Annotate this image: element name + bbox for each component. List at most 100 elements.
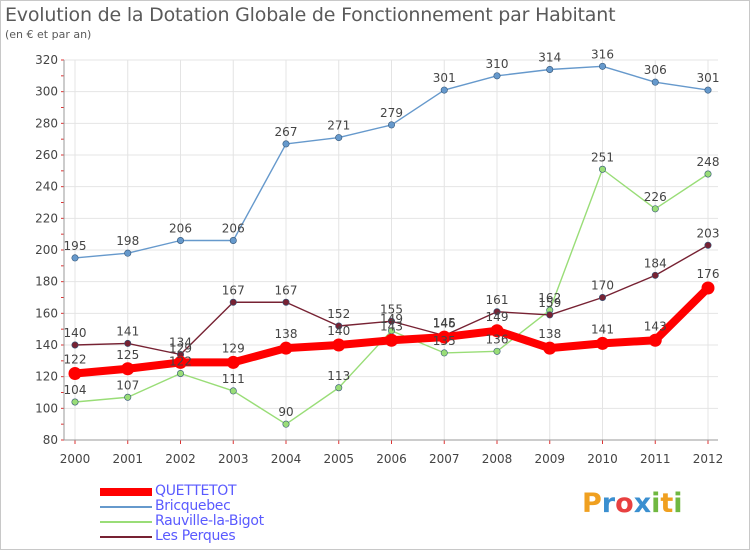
- y-tick-label: 240: [35, 180, 58, 194]
- x-tick-label: 2004: [271, 452, 302, 466]
- data-label-les-perques: 134: [169, 336, 192, 350]
- data-label-quettetot: 138: [538, 327, 561, 341]
- data-point-les-perques: [124, 339, 132, 347]
- logo-letter: x: [633, 488, 652, 519]
- data-point-quettetot: [121, 362, 135, 376]
- data-point-quettetot: [596, 336, 609, 350]
- data-label-les-perques: 184: [644, 256, 667, 270]
- data-label-les-perques: 155: [380, 302, 403, 316]
- data-label-les-perques: 141: [116, 324, 139, 338]
- data-point-rauville-la-bigot: [124, 393, 132, 401]
- data-point-bricquebec: [335, 134, 343, 142]
- data-point-rauville-la-bigot: [71, 398, 79, 406]
- data-label-bricquebec: 316: [591, 47, 614, 61]
- legend-item-les-perques[interactable]: Les Perques: [100, 529, 320, 544]
- data-label-rauville-la-bigot: 226: [644, 190, 667, 204]
- data-label-les-perques: 146: [433, 317, 456, 331]
- legend-swatch-bricquebec: [100, 506, 152, 508]
- data-point-quettetot: [437, 330, 451, 344]
- legend-item-rauville[interactable]: Rauville-la-Bigot: [100, 514, 320, 529]
- legend-swatch-rauville: [100, 521, 152, 523]
- logo-letter: t: [660, 488, 674, 519]
- data-label-quettetot: 143: [380, 319, 403, 333]
- data-point-bricquebec: [440, 86, 448, 94]
- data-label-rauville-la-bigot: 90: [278, 405, 293, 419]
- data-point-rauville-la-bigot: [282, 420, 290, 428]
- data-point-les-perques: [335, 322, 343, 330]
- logo-letter: o: [615, 488, 634, 519]
- data-label-bricquebec: 267: [275, 125, 298, 139]
- data-point-bricquebec: [387, 121, 395, 129]
- data-label-quettetot: 122: [64, 353, 87, 367]
- y-tick-label: 140: [35, 338, 58, 352]
- x-tick-label: 2001: [112, 452, 143, 466]
- legend-item-quettetot[interactable]: QUETTETOT: [100, 484, 320, 499]
- data-label-les-perques: 152: [327, 307, 350, 321]
- data-point-les-perques: [282, 298, 290, 306]
- x-tick-label: 2012: [693, 452, 724, 466]
- x-tick-label: 2006: [376, 452, 407, 466]
- data-label-quettetot: 145: [433, 316, 456, 330]
- data-point-quettetot: [543, 341, 557, 355]
- data-label-quettetot: 143: [644, 319, 667, 333]
- data-point-bricquebec: [493, 72, 501, 80]
- data-point-rauville-la-bigot: [335, 384, 343, 392]
- y-tick-label: 320: [35, 53, 58, 67]
- data-point-quettetot: [226, 355, 240, 369]
- logo-letter: r: [601, 488, 616, 519]
- data-point-rauville-la-bigot: [229, 387, 237, 395]
- x-tick-label: 2010: [587, 452, 618, 466]
- data-point-les-perques: [71, 341, 79, 349]
- legend-label-quettetot: QUETTETOT: [155, 483, 237, 499]
- y-tick-label: 120: [35, 370, 58, 384]
- data-point-bricquebec: [598, 62, 606, 70]
- data-point-bricquebec: [71, 254, 79, 262]
- data-label-rauville-la-bigot: 107: [116, 378, 139, 392]
- x-tick-label: 2000: [60, 452, 91, 466]
- data-point-quettetot: [332, 338, 346, 352]
- data-label-quettetot: 176: [697, 267, 720, 281]
- chart-title: Evolution de la Dotation Globale de Fonc…: [5, 4, 616, 26]
- data-label-rauville-la-bigot: 251: [591, 150, 614, 164]
- legend-label-rauville: Rauville-la-Bigot: [155, 513, 264, 529]
- logo-letter: P: [582, 488, 602, 519]
- data-point-bricquebec: [282, 140, 290, 148]
- data-label-bricquebec: 206: [169, 222, 192, 236]
- logo-letter: i: [651, 488, 661, 519]
- data-point-rauville-la-bigot: [440, 349, 448, 357]
- x-tick-label: 2009: [534, 452, 565, 466]
- data-point-les-perques: [651, 271, 659, 279]
- data-point-rauville-la-bigot: [493, 347, 501, 355]
- y-tick-label: 160: [35, 306, 58, 320]
- legend-item-bricquebec[interactable]: Bricquebec: [100, 499, 320, 514]
- data-point-quettetot: [279, 341, 293, 355]
- y-tick-label: 260: [35, 148, 58, 162]
- data-point-quettetot: [174, 355, 187, 369]
- y-tick-label: 280: [35, 116, 58, 130]
- data-label-quettetot: 149: [486, 310, 509, 324]
- data-label-rauville-la-bigot: 111: [222, 372, 245, 386]
- legend-label-les-perques: Les Perques: [155, 528, 236, 544]
- data-point-bricquebec: [546, 66, 554, 74]
- data-point-quettetot: [385, 333, 398, 347]
- data-label-rauville-la-bigot: 162: [538, 291, 561, 305]
- data-point-bricquebec: [177, 237, 185, 245]
- data-point-rauville-la-bigot: [177, 369, 185, 377]
- data-label-les-perques: 167: [275, 283, 298, 297]
- data-label-bricquebec: 195: [64, 239, 87, 253]
- data-label-quettetot: 129: [169, 341, 192, 355]
- data-point-bricquebec: [651, 78, 659, 86]
- data-label-bricquebec: 306: [644, 63, 667, 77]
- data-point-quettetot: [490, 324, 504, 338]
- data-point-rauville-la-bigot: [704, 170, 712, 178]
- data-label-les-perques: 167: [222, 283, 245, 297]
- data-label-bricquebec: 279: [380, 106, 403, 120]
- data-label-bricquebec: 314: [538, 51, 561, 65]
- proxiti-logo: Proxiti: [582, 488, 683, 519]
- data-point-bricquebec: [124, 249, 132, 257]
- legend-label-bricquebec: Bricquebec: [155, 498, 231, 514]
- data-label-quettetot: 129: [222, 341, 245, 355]
- data-label-les-perques: 203: [697, 226, 720, 240]
